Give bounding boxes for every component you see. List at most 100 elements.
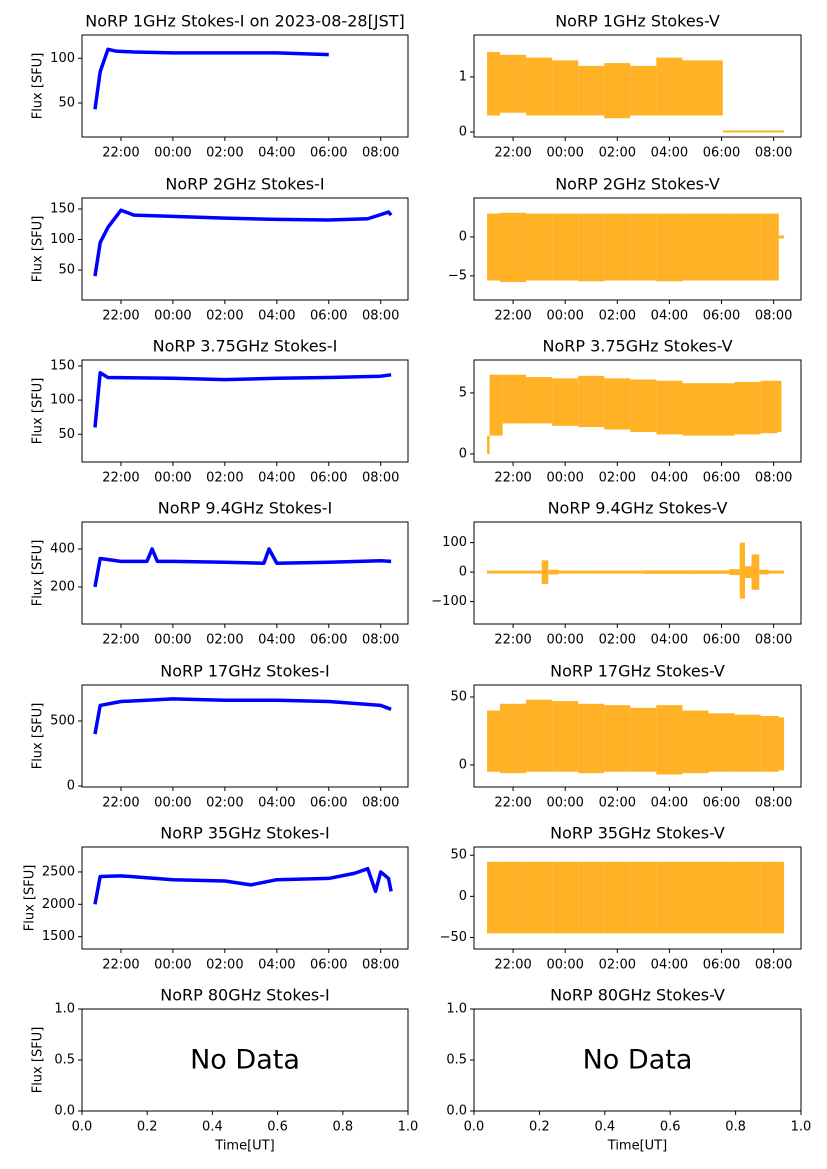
band-segment [682, 213, 709, 281]
band-segment [722, 130, 736, 133]
x-tick-label: 02:00 [599, 958, 636, 973]
y-tick-label: 0.0 [446, 1104, 467, 1119]
y-tick-label: 1.0 [54, 1002, 75, 1017]
x-tick-label: 02:00 [599, 796, 636, 811]
band-segment [643, 570, 696, 574]
x-axis-label: Time[UT] [214, 1139, 274, 1154]
x-tick-label: 02:00 [206, 796, 243, 811]
x-tick-label: 04:00 [651, 958, 688, 973]
band-segment [487, 52, 501, 116]
y-tick-label: 0.0 [54, 1104, 75, 1119]
x-tick-label: 06:00 [310, 146, 347, 161]
band-segment [487, 861, 501, 934]
band-segment [695, 570, 730, 574]
x-tick-label: 00:00 [154, 471, 191, 486]
x-tick-label: 02:00 [206, 309, 243, 324]
x-tick-label: 1.0 [398, 1120, 419, 1135]
band-segment [541, 560, 549, 584]
band-segment [487, 435, 490, 454]
x-tick-label: 08:00 [755, 146, 792, 161]
band-segment [760, 380, 778, 434]
x-tick-label: 08:00 [755, 309, 792, 324]
x-tick-label: 04:00 [651, 471, 688, 486]
x-tick-label: 08:00 [362, 796, 399, 811]
band-segment [630, 65, 657, 116]
x-tick-label: 22:00 [494, 309, 531, 324]
band-segment [768, 570, 779, 574]
band-segment [656, 380, 683, 435]
band-segment [760, 130, 779, 133]
band-segment [548, 569, 559, 575]
y-tick-label: 100 [442, 535, 467, 550]
band-segment [656, 705, 683, 775]
x-tick-label: 00:00 [546, 471, 583, 486]
x-tick-label: 08:00 [362, 633, 399, 648]
x-tick-label: 22:00 [102, 796, 139, 811]
band-segment [591, 570, 644, 574]
x-tick-label: 06:00 [703, 471, 740, 486]
band-segment [778, 570, 785, 574]
axes-frame [473, 521, 802, 625]
band-segment [552, 60, 579, 116]
band-segment [760, 716, 779, 772]
y-tick-label: 100 [50, 232, 75, 247]
x-tick-label: 00:00 [546, 146, 583, 161]
x-tick-label: 0.6 [660, 1120, 681, 1135]
panel-title: NoRP 17GHz Stokes-V [550, 662, 725, 681]
band-segment [552, 213, 579, 281]
band-segment [487, 213, 501, 281]
x-tick-label: 0.2 [137, 1120, 158, 1135]
panel-title: NoRP 35GHz Stokes-I [160, 824, 329, 843]
axes-frame [81, 684, 409, 788]
y-axis-label: Flux [SFU] [31, 53, 46, 120]
y-axis-label: Flux [SFU] [23, 865, 38, 932]
data-line [93, 208, 393, 277]
x-tick-label: 04:00 [258, 796, 295, 811]
x-tick-label: 04:00 [258, 471, 295, 486]
y-tick-label: 500 [50, 714, 75, 729]
axes-frame [473, 197, 802, 301]
x-tick-label: 02:00 [599, 309, 636, 324]
x-tick-label: 0.6 [267, 1120, 288, 1135]
x-tick-label: 22:00 [102, 146, 139, 161]
x-tick-label: 00:00 [546, 958, 583, 973]
y-tick-label: 100 [50, 393, 75, 408]
band-segment [708, 383, 735, 436]
y-tick-label: −100 [431, 594, 467, 609]
data-line [93, 371, 392, 428]
band-segment [604, 213, 631, 281]
y-tick-label: 0.5 [54, 1053, 75, 1068]
band-segment [760, 861, 779, 934]
y-axis-label: Flux [SFU] [31, 540, 46, 607]
band-segment [489, 374, 503, 436]
y-axis-label: Flux [SFU] [31, 1027, 46, 1094]
band-segment [500, 703, 527, 774]
x-tick-label: 22:00 [102, 309, 139, 324]
panel-title: NoRP 35GHz Stokes-V [550, 824, 725, 843]
y-tick-label: 1.0 [446, 1002, 467, 1017]
y-tick-label: 0 [459, 757, 467, 772]
x-tick-label: 22:00 [102, 958, 139, 973]
y-tick-label: 2000 [42, 897, 75, 912]
panel-title: NoRP 9.4GHz Stokes-I [158, 499, 333, 518]
x-tick-label: 02:00 [599, 471, 636, 486]
x-tick-label: 06:00 [703, 958, 740, 973]
x-tick-label: 22:00 [494, 633, 531, 648]
y-tick-label: 50 [58, 427, 75, 442]
band-segment [526, 699, 553, 772]
x-tick-label: 00:00 [546, 796, 583, 811]
x-tick-label: 08:00 [362, 146, 399, 161]
band-segment [604, 861, 631, 934]
x-tick-label: 00:00 [154, 633, 191, 648]
band-segment [526, 861, 553, 934]
annotation: No Data [190, 1045, 300, 1076]
y-axis-label: Flux [SFU] [31, 703, 46, 770]
band-segment [734, 714, 761, 772]
band-segment [708, 861, 735, 934]
band-segment [526, 57, 553, 116]
y-tick-label: 150 [50, 201, 75, 216]
x-tick-label: 08:00 [362, 309, 399, 324]
x-axis-label: Time[UT] [607, 1139, 667, 1154]
axes-frame [81, 197, 409, 301]
x-tick-label: 06:00 [703, 146, 740, 161]
